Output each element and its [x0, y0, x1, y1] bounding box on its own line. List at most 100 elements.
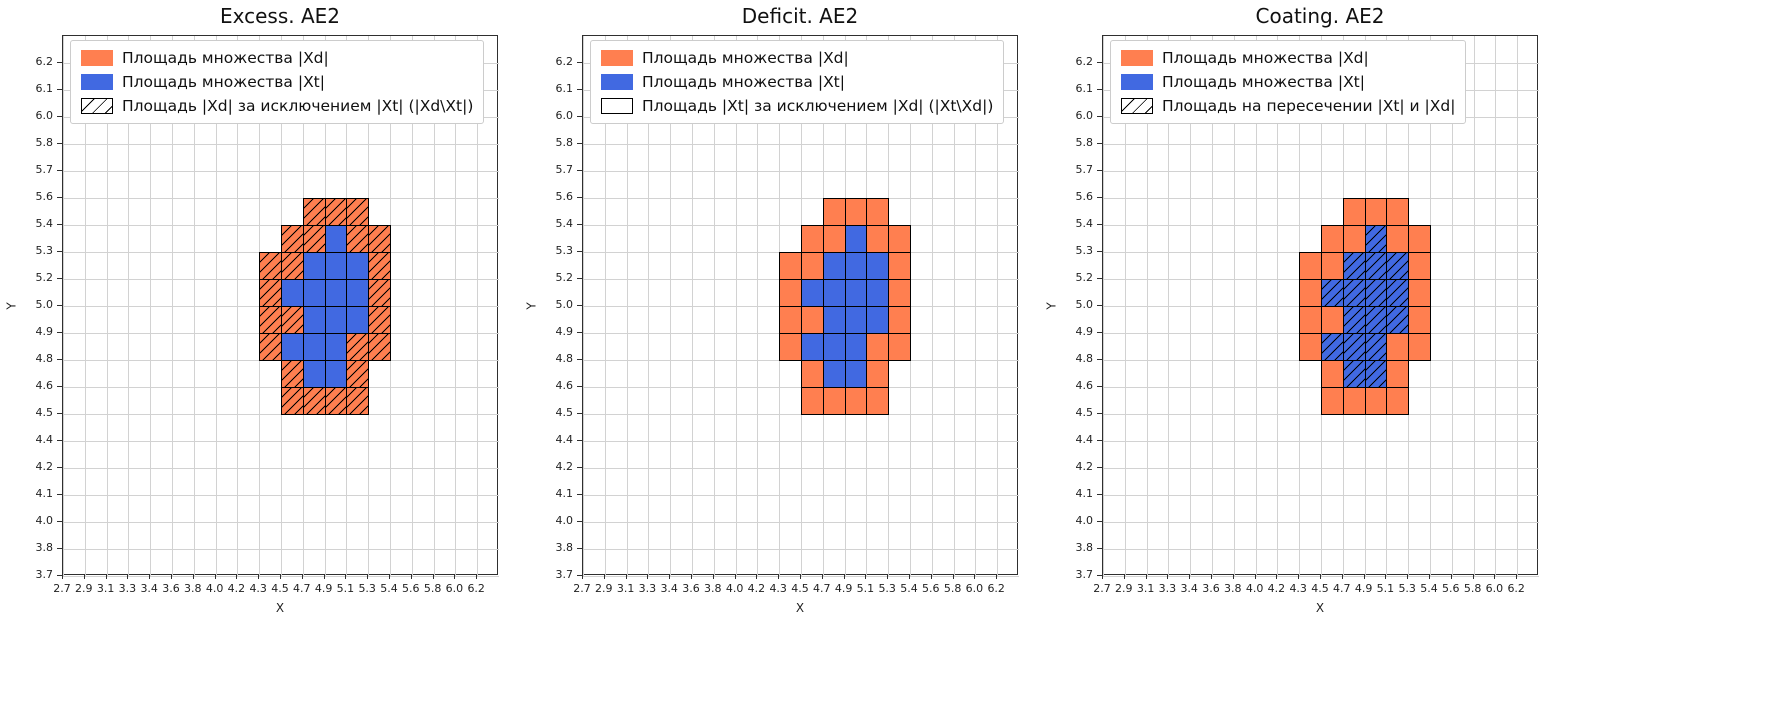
y-tick-label: 6.2: [555, 55, 574, 68]
grid-line-vertical: [1473, 36, 1475, 576]
xt-cell: [822, 279, 846, 307]
y-tick-mark: [577, 251, 582, 252]
plot-deficit: Deficit. AE2 Y X 2.7 2.9 3.1 3.3 3.4 3.6 3.8 4.…: [520, 0, 1115, 709]
xt-cell: [346, 279, 370, 307]
legend-entry: Площадь множества |Xt|: [601, 73, 993, 91]
grid-line-vertical: [1517, 36, 1519, 576]
xd-cell: [866, 198, 890, 226]
y-tick-mark: [57, 170, 62, 171]
legend: Площадь множества |Xd| Площадь множества …: [590, 40, 1005, 124]
axes-area: [62, 35, 499, 577]
xd-cell: [1342, 387, 1366, 415]
y-tick-label: 6.1: [35, 82, 54, 95]
y-tick-label: 4.4: [555, 433, 574, 446]
x-tick-mark: [778, 575, 780, 579]
xd-cell: [1321, 306, 1344, 334]
x-tick-mark: [1211, 575, 1212, 579]
x-tick-label: 3.6: [682, 582, 700, 595]
x-tick-label: 6.2: [467, 582, 485, 595]
y-tick-mark: [57, 116, 62, 117]
xd-cell: [801, 360, 824, 388]
hatch-patch-icon: [1121, 98, 1153, 114]
y-tick-mark: [57, 467, 62, 468]
grid-line-vertical: [477, 36, 479, 576]
y-tick-label: 5.2: [555, 271, 574, 284]
y-tick-label: 3.7: [555, 568, 574, 581]
y-tick-label: 4.6: [1075, 379, 1094, 392]
y-tick-label: 6.1: [1075, 82, 1094, 95]
y-tick-mark: [1097, 467, 1102, 468]
x-tick-mark: [669, 575, 671, 579]
xd-cell: [1321, 360, 1344, 388]
y-tick-mark: [57, 359, 62, 360]
y-tick-mark: [57, 440, 62, 441]
xt-cell: [844, 252, 868, 280]
legend-label: Площадь множества |Xt|: [122, 73, 325, 91]
xt-patch-icon: [601, 74, 633, 90]
xd-cell: [259, 252, 282, 280]
x-tick-label: 4.3: [249, 582, 267, 595]
hatch-patch-icon: [81, 98, 113, 114]
x-tick-label: 3.3: [118, 582, 137, 595]
y-tick-mark: [1097, 440, 1102, 441]
y-tick-label: 4.2: [555, 460, 574, 473]
y-tick-mark: [577, 278, 582, 279]
xd-cell: [259, 333, 282, 361]
xd-cell: [822, 387, 846, 415]
y-tick-label: 5.4: [1075, 217, 1094, 230]
xt-cell: [1342, 279, 1366, 307]
x-tick-label: 6.0: [1485, 582, 1504, 595]
y-tick-label: 6.2: [35, 55, 54, 68]
grid-line-horizontal: [583, 576, 1019, 577]
y-tick-mark: [57, 224, 62, 225]
plot-title: Deficit. AE2: [741, 4, 859, 28]
x-tick-label: 4.9: [314, 582, 333, 595]
xd-patch-icon: [81, 50, 113, 66]
x-tick-label: 3.4: [660, 582, 678, 595]
xd-cell: [1299, 279, 1322, 307]
x-tick-label: 2.7: [53, 582, 71, 595]
xt-cell: [281, 333, 304, 361]
x-tick-mark: [410, 575, 412, 579]
xd-patch-icon: [601, 50, 633, 66]
y-tick-mark: [1097, 521, 1102, 522]
x-tick-mark: [62, 575, 63, 579]
x-tick-label: 4.3: [769, 582, 787, 595]
x-tick-label: 5.3: [1398, 582, 1416, 595]
xt-cell: [844, 360, 868, 388]
xd-cell: [324, 387, 348, 415]
x-tick-label: 4.7: [813, 582, 831, 595]
y-tick-label: 5.0: [555, 298, 574, 311]
y-tick-mark: [57, 332, 62, 333]
grid-line-horizontal: [63, 144, 499, 145]
y-tick-mark: [577, 494, 582, 495]
x-tick-mark: [582, 575, 583, 579]
x-tick-mark: [1232, 575, 1234, 579]
x-tick-mark: [1320, 575, 1321, 579]
y-tick-label: 4.2: [35, 460, 54, 473]
y-tick-label: 4.5: [35, 406, 54, 419]
legend-entry: Площадь множества |Xd|: [1121, 49, 1455, 67]
x-tick-label: 4.2: [747, 582, 766, 595]
x-tick-label: 3.4: [140, 582, 158, 595]
x-tick-label: 4.9: [1354, 582, 1373, 595]
y-tick-mark: [1097, 548, 1102, 549]
y-tick-mark: [57, 251, 62, 252]
x-axis-label: X: [275, 601, 285, 615]
y-tick-mark: [57, 548, 62, 549]
y-tick-label: 4.1: [35, 487, 54, 500]
x-tick-label: 2.7: [1093, 582, 1111, 595]
xd-cell: [346, 387, 370, 415]
x-tick-label: 3.6: [162, 582, 180, 595]
x-axis-label: X: [795, 601, 805, 615]
xd-cell: [779, 279, 802, 307]
y-tick-label: 4.6: [35, 379, 54, 392]
xt-cell: [1321, 279, 1344, 307]
y-tick-mark: [577, 440, 582, 441]
y-tick-mark: [1097, 197, 1102, 198]
y-tick-label: 5.6: [555, 190, 574, 203]
x-tick-mark: [843, 575, 845, 579]
xd-cell: [368, 333, 391, 361]
xd-cell: [822, 198, 846, 226]
